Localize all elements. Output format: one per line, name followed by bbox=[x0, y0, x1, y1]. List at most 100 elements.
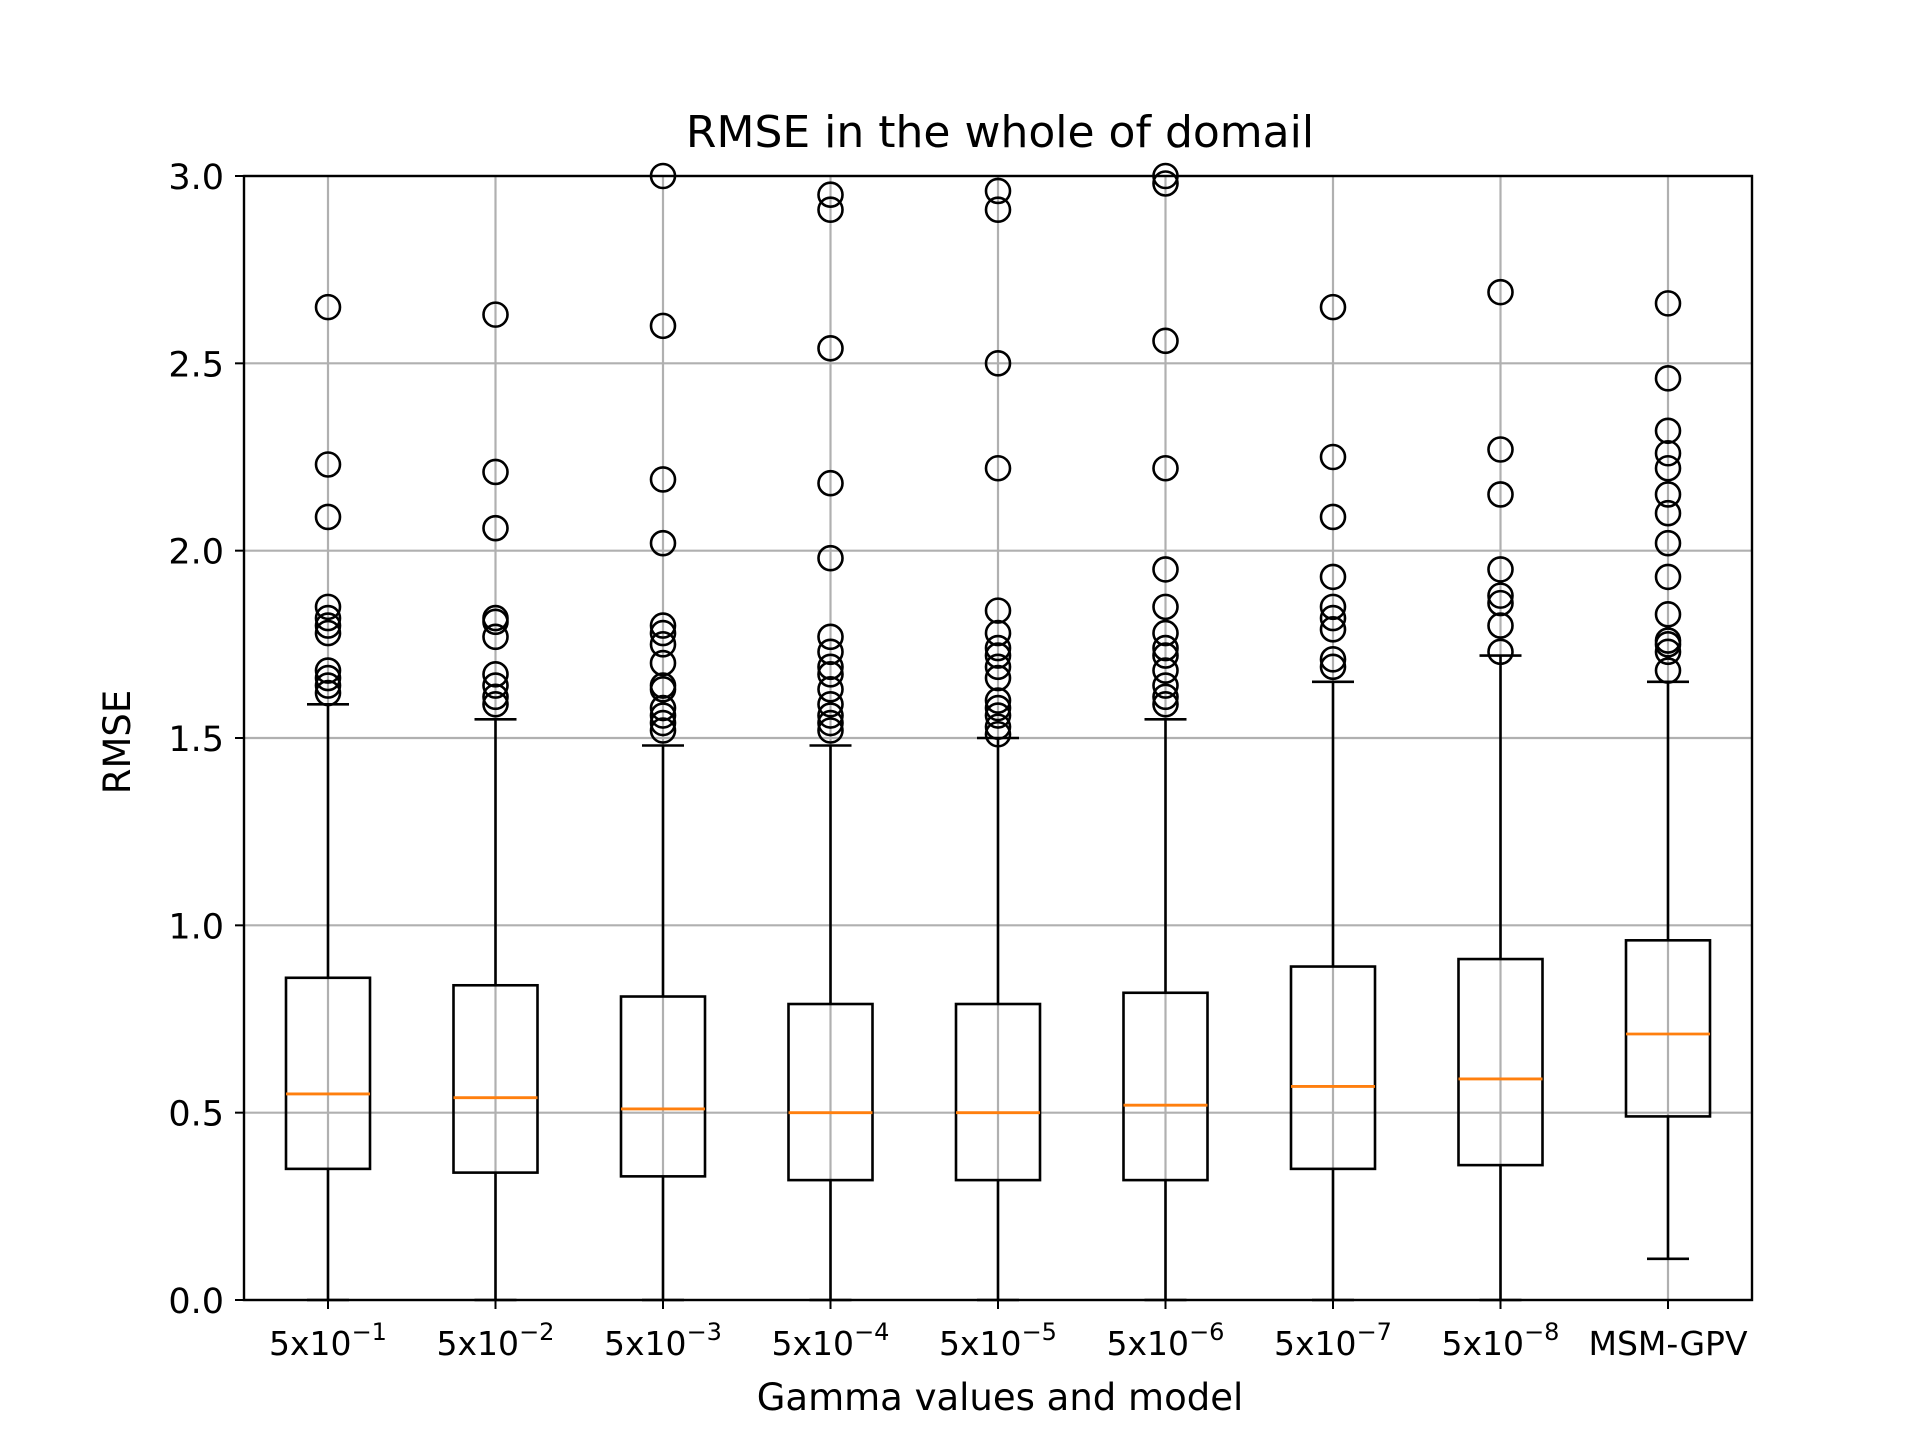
outlier-point bbox=[482, 672, 509, 699]
y-tick-label: 2.5 bbox=[168, 345, 224, 385]
x-tick-exponent: −6 bbox=[1189, 1318, 1224, 1346]
x-tick-base: 5x10 bbox=[437, 1324, 520, 1363]
outlier-point bbox=[314, 679, 342, 707]
outlier-point bbox=[482, 623, 509, 651]
box-group bbox=[452, 301, 539, 1302]
x-tick-base: 5x10 bbox=[269, 1324, 352, 1363]
outlier-point bbox=[314, 293, 342, 321]
outlier-point bbox=[314, 503, 342, 531]
x-tick-label: 5x10−3 bbox=[604, 1318, 722, 1363]
outlier-point bbox=[649, 466, 677, 493]
box-group bbox=[954, 177, 1042, 1302]
outlier-point bbox=[482, 514, 509, 542]
outlier-point bbox=[1487, 556, 1514, 583]
outlier-point bbox=[817, 181, 844, 209]
outlier-point bbox=[482, 604, 509, 632]
x-tick-exponent: −3 bbox=[687, 1318, 722, 1346]
outlier-point bbox=[649, 612, 677, 639]
box-group bbox=[1624, 290, 1712, 1261]
box-group bbox=[1122, 162, 1209, 1302]
outlier-point bbox=[649, 694, 677, 722]
outlier-point bbox=[984, 687, 1012, 714]
iqr-box bbox=[1457, 957, 1544, 1167]
y-tick-label: 0.5 bbox=[168, 1095, 224, 1135]
x-tick-exponent: −5 bbox=[1022, 1318, 1057, 1346]
x-tick-exponent: −8 bbox=[1524, 1318, 1559, 1346]
outlier-point bbox=[1152, 170, 1179, 197]
outlier-point bbox=[649, 717, 677, 744]
outlier-point bbox=[817, 335, 844, 362]
outlier-point bbox=[817, 638, 844, 666]
x-tick-base: 5x10 bbox=[1107, 1324, 1190, 1363]
outlier-point bbox=[314, 451, 342, 478]
outlier-point bbox=[314, 612, 342, 639]
x-tick-label: MSM-GPV bbox=[1588, 1324, 1747, 1363]
iqr-box bbox=[452, 983, 539, 1174]
x-tick-base: MSM-GPV bbox=[1588, 1324, 1747, 1363]
outlier-point bbox=[1487, 612, 1514, 639]
outlier-point bbox=[1654, 657, 1682, 684]
outlier-point bbox=[1152, 556, 1179, 583]
outlier-point bbox=[1654, 481, 1682, 508]
outlier-point bbox=[984, 694, 1012, 722]
outlier-point bbox=[1654, 439, 1682, 467]
outlier-point bbox=[817, 653, 844, 681]
outlier-point bbox=[1152, 657, 1179, 684]
outlier-point bbox=[817, 717, 844, 744]
outlier-point bbox=[1487, 582, 1514, 609]
x-tick-label: 5x10−4 bbox=[772, 1318, 890, 1363]
outlier-point bbox=[1152, 672, 1179, 699]
outlier-point bbox=[1654, 638, 1682, 666]
outlier-point bbox=[1152, 619, 1179, 647]
iqr-box bbox=[954, 1002, 1042, 1182]
outlier-point bbox=[984, 653, 1012, 681]
outlier-point bbox=[649, 619, 677, 647]
iqr-box bbox=[284, 976, 372, 1171]
outlier-point bbox=[817, 675, 844, 703]
outlier-point bbox=[482, 458, 509, 486]
outlier-point bbox=[1654, 627, 1682, 654]
outlier-point bbox=[1319, 646, 1347, 673]
outlier-point bbox=[1654, 290, 1682, 317]
x-tick-base: 5x10 bbox=[772, 1324, 855, 1363]
outlier-point bbox=[984, 196, 1012, 224]
y-tick-label: 1.5 bbox=[168, 720, 224, 760]
outlier-point bbox=[817, 702, 844, 729]
iqr-box bbox=[1624, 939, 1712, 1118]
outlier-point bbox=[482, 683, 509, 711]
outlier-point bbox=[649, 631, 677, 658]
outlier-point bbox=[1319, 443, 1347, 471]
plot-frame bbox=[242, 174, 1754, 1302]
outlier-point bbox=[1487, 481, 1514, 508]
outlier-point bbox=[314, 604, 342, 632]
outlier-point bbox=[984, 619, 1012, 647]
outlier-point bbox=[984, 634, 1012, 662]
x-tick-base: 5x10 bbox=[1274, 1324, 1357, 1363]
outlier-point bbox=[1152, 683, 1179, 711]
outlier-point bbox=[482, 661, 509, 688]
outlier-point bbox=[1152, 593, 1179, 621]
outlier-point bbox=[817, 709, 844, 737]
outlier-point bbox=[1654, 529, 1682, 557]
outlier-point bbox=[817, 469, 844, 497]
x-tick-label: 5x10−1 bbox=[269, 1318, 387, 1363]
outlier-point bbox=[1319, 604, 1347, 632]
outlier-point bbox=[1319, 593, 1347, 621]
outlier-point bbox=[1654, 454, 1682, 482]
outlier-point bbox=[1152, 690, 1179, 718]
outlier-point bbox=[649, 672, 677, 699]
chart-title: RMSE in the whole of domail bbox=[686, 107, 1314, 158]
box-group bbox=[284, 293, 372, 1302]
outlier-point bbox=[984, 454, 1012, 482]
y-axis-label: RMSE bbox=[96, 690, 139, 795]
outlier-point bbox=[984, 664, 1012, 692]
outlier-point bbox=[482, 690, 509, 718]
box-group bbox=[1289, 293, 1377, 1302]
outlier-point bbox=[649, 529, 677, 557]
outlier-point bbox=[984, 350, 1012, 377]
outlier-point bbox=[314, 664, 342, 692]
outlier-point bbox=[649, 649, 677, 677]
outlier-point bbox=[1319, 653, 1347, 681]
outlier-point bbox=[1654, 499, 1682, 527]
